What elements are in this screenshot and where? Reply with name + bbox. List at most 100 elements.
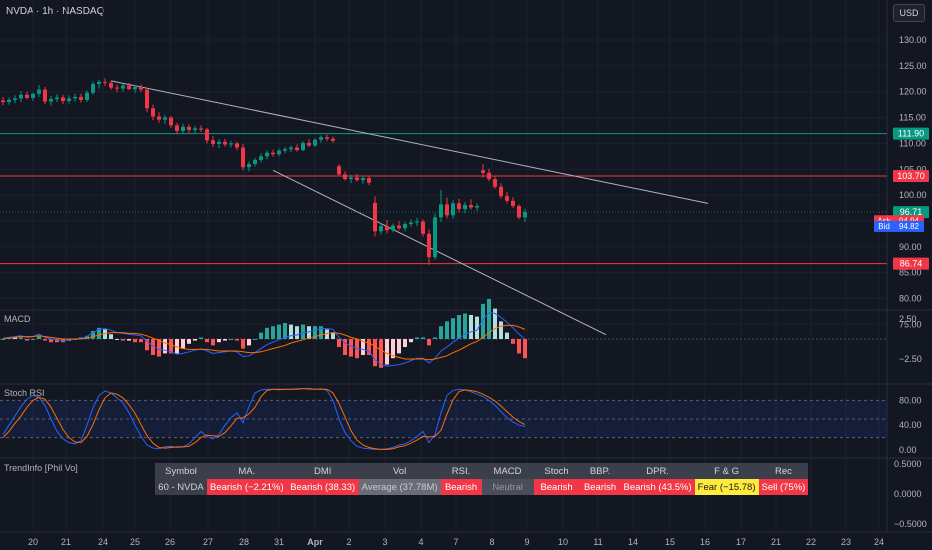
- macd-histogram-bar: [37, 335, 41, 339]
- candle-body: [103, 81, 107, 83]
- candle-body: [397, 225, 401, 229]
- price-tick-label: 120.00: [899, 87, 927, 97]
- time-tick-label: 28: [239, 537, 249, 547]
- trendinfo-header-cell: BBP.: [579, 463, 621, 479]
- macd-histogram-bar: [313, 326, 317, 339]
- candle-body: [211, 140, 215, 144]
- time-tick-label: 24: [874, 537, 884, 547]
- macd-line: [2, 312, 526, 367]
- trendinfo-title[interactable]: TrendInfo [Phil Vo]: [4, 463, 78, 473]
- candle-body: [289, 147, 293, 150]
- macd-histogram-bar: [91, 331, 95, 339]
- time-axis[interactable]: 20 21 24 25 26 27 28 31 Apr 2 3 4 7 8 9 10 11 14 15 16 17 21 2…: [28, 537, 884, 547]
- price-axis[interactable]: 75.0080.0085.0090.0095.00100.00105.00110…: [874, 35, 929, 529]
- macd-histogram-bar: [205, 339, 209, 343]
- candle-body: [253, 159, 257, 165]
- candle-body: [457, 203, 461, 210]
- macd-histogram-bar: [511, 339, 515, 344]
- level-lines[interactable]: [0, 133, 887, 265]
- macd-histogram-bar: [25, 339, 29, 341]
- candle-body: [493, 179, 497, 187]
- time-tick-label: 21: [61, 537, 71, 547]
- upper-trend-line: [110, 80, 709, 204]
- macd-histogram-bar: [109, 334, 113, 339]
- trendinfo-table: Symbol MA. DMI Vol RSI. MACD Stoch BBP. DPR. F & …: [155, 463, 809, 495]
- macd-histogram-bar: [223, 339, 227, 341]
- stoch-rsi-title[interactable]: Stoch RSI: [4, 388, 45, 398]
- macd-histogram-bar: [133, 339, 137, 343]
- macd-histogram-bar: [517, 339, 521, 354]
- macd-histogram-bar: [259, 332, 263, 339]
- candle-body: [313, 139, 317, 146]
- macd-histogram-bar: [187, 339, 191, 344]
- trend-lines[interactable]: [110, 80, 709, 336]
- trendinfo-header-cell: DMI: [286, 463, 359, 479]
- candle-body: [127, 85, 131, 90]
- macd-histogram-bar: [97, 327, 101, 339]
- candle-body: [115, 87, 119, 89]
- time-tick-label: 15: [665, 537, 675, 547]
- trendinfo-value-row: 60 - NVDA Bearish (−2.21%) Bearish (38.33)…: [155, 479, 809, 495]
- candle-body: [403, 224, 407, 229]
- stoch-tick-label: 80.00: [899, 395, 922, 405]
- macd-histogram-bar: [241, 339, 245, 349]
- time-tick-label: 31: [274, 537, 284, 547]
- macd-histogram-bar: [277, 324, 281, 339]
- price-tick-label: 105.00: [899, 164, 927, 174]
- macd-histogram-bar: [49, 339, 53, 343]
- macd-histogram-bar: [469, 315, 473, 339]
- trendinfo-header-cell: MACD: [481, 463, 534, 479]
- candle-body: [391, 225, 395, 231]
- macd-title[interactable]: MACD: [4, 314, 31, 324]
- header-separator: ·: [53, 6, 63, 17]
- time-tick-label: 9: [524, 537, 529, 547]
- candle-body: [319, 137, 323, 140]
- candle-body: [373, 202, 377, 232]
- trendinfo-value-cell: Sell (75%): [758, 479, 809, 495]
- trendinfo-tick-label: −0.5000: [894, 519, 927, 529]
- macd-histogram-bar: [361, 339, 365, 355]
- macd-histogram-bar: [265, 327, 269, 339]
- candle-body: [37, 89, 41, 94]
- currency-button[interactable]: USD: [893, 4, 925, 22]
- time-tick-label: 21: [771, 537, 781, 547]
- time-tick-label: 25: [130, 537, 140, 547]
- exchange-label: NASDAQ: [62, 6, 105, 17]
- macd-histogram-bar: [385, 339, 389, 365]
- trendinfo-header-cell: MA.: [207, 463, 287, 479]
- candle-body: [283, 149, 287, 151]
- candle-body: [109, 82, 113, 88]
- candle-body: [199, 128, 203, 130]
- candle-body: [337, 166, 341, 175]
- candle-body: [499, 186, 503, 197]
- candle-body: [463, 204, 467, 210]
- macd-histogram-bar: [43, 339, 47, 341]
- last-price-label: 96.71: [900, 207, 923, 217]
- bid-price-label: 94.82: [899, 222, 920, 231]
- bid-label: Bid: [878, 222, 890, 231]
- macd-histogram-bar: [157, 339, 161, 357]
- level-price-tag: [893, 127, 929, 140]
- time-tick-label: 22: [806, 537, 816, 547]
- candle-body: [487, 172, 491, 180]
- stoch-k-line: [2, 388, 526, 450]
- time-tick-label: 11: [593, 537, 602, 547]
- symbol-label[interactable]: NVDA: [6, 6, 34, 17]
- trendinfo-value-cell: Bearish: [440, 479, 482, 495]
- candle-body: [163, 117, 167, 120]
- macd-histogram-bar: [325, 329, 329, 339]
- candle-body: [505, 196, 509, 201]
- time-tick-label: 10: [558, 537, 568, 547]
- candle-body: [445, 204, 449, 216]
- candle-body: [157, 116, 161, 120]
- level-price-label: 111.90: [898, 129, 924, 139]
- macd-histogram-bar: [55, 339, 59, 343]
- interval-label[interactable]: 1h: [42, 6, 54, 17]
- macd-histogram-bar: [151, 339, 155, 355]
- macd-histogram-bar: [103, 329, 107, 339]
- macd-histogram-bar: [175, 339, 179, 354]
- header-separator: ·: [33, 6, 43, 17]
- ask-label: Ask: [877, 216, 891, 225]
- macd-histogram-bar: [163, 339, 167, 354]
